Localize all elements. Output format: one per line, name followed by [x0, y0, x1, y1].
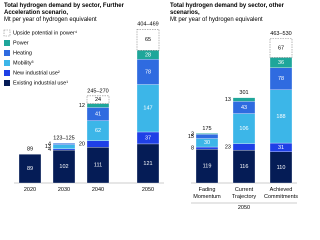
value-label: 62	[95, 128, 101, 134]
value-label: 43	[241, 105, 247, 111]
total-label: 463–530	[270, 31, 291, 37]
value-label: 121	[143, 161, 152, 167]
bar-segment	[195, 134, 219, 139]
total-label: 89	[27, 147, 33, 153]
bar-segment	[195, 146, 219, 150]
legend-swatch	[4, 60, 10, 66]
legend-label: Power	[13, 40, 29, 46]
category-label: Fading Momentum	[193, 187, 221, 200]
value-label: 37	[145, 135, 151, 141]
value-label: 78	[278, 76, 284, 82]
legend-label: New industrial use²	[13, 70, 60, 76]
value-label: 23	[225, 144, 231, 150]
bar-segment	[86, 95, 110, 104]
value-label: 13	[225, 97, 231, 103]
value-label: 13	[45, 144, 51, 150]
value-label: 28	[145, 52, 151, 58]
legend-label: Existing industrial use¹	[13, 80, 68, 86]
value-label: 20	[79, 141, 85, 147]
value-label: 188	[276, 114, 285, 120]
category-label: Achieved Commitments	[264, 187, 298, 200]
chart-subtitle: Mt per year of hydrogen equivalent	[170, 17, 263, 23]
legend-label: Upside potential in power⁴	[13, 29, 78, 36]
value-label: 8	[191, 146, 194, 152]
value-label: 3	[191, 131, 194, 137]
group-label: 2050	[237, 205, 251, 211]
value-label: 36	[278, 60, 284, 66]
chart-title: Total hydrogen demand by sector, other s…	[170, 3, 284, 16]
bar-segment	[52, 148, 76, 151]
bar-segment	[232, 143, 256, 151]
value-label: 89	[27, 166, 33, 172]
legend-swatch	[4, 50, 10, 56]
total-label: 404–469	[137, 22, 158, 28]
bar-segment	[269, 38, 293, 58]
legend-swatch	[4, 80, 10, 86]
legend-swatch	[4, 40, 10, 46]
total-label: 245–270	[87, 88, 108, 94]
category-label: 2040	[91, 187, 105, 193]
bar-segment	[195, 133, 219, 135]
value-label: 15	[188, 134, 194, 140]
value-label: 119	[203, 164, 212, 170]
total-label: 175	[202, 126, 211, 132]
legend-swatch	[3, 29, 11, 37]
chart-subtitle: Mt per year of hydrogen equivalent	[4, 17, 97, 23]
value-label: 116	[240, 164, 249, 170]
value-label: 30	[204, 140, 210, 146]
value-label: 65	[145, 37, 151, 43]
legend-label: Heating	[13, 50, 32, 56]
bar-segment	[52, 143, 76, 145]
legend-swatch	[4, 70, 10, 76]
value-label: 147	[143, 106, 152, 112]
value-label: 31	[278, 145, 284, 151]
value-label: 102	[59, 164, 68, 170]
chart: 89891024134123–1251112062411224245–27012…	[3, 22, 297, 204]
total-label: 123–125	[53, 136, 74, 142]
value-label: 4	[48, 147, 51, 153]
category-label: Current Trajectory	[231, 187, 257, 200]
bar-segment	[86, 103, 110, 108]
value-label: 24	[95, 97, 101, 103]
chart-title: Total hydrogen demand by sector, Further…	[4, 3, 124, 16]
bar-segment	[86, 140, 110, 148]
total-label: 301	[239, 90, 248, 96]
page: 89 89 102 4 13 4 123–125 111 20 62 41 12 24 245–270 12…	[3, 3, 298, 211]
bar-segment	[18, 154, 42, 184]
legend-label: Mobility³	[13, 60, 34, 66]
bar-segment	[136, 28, 160, 51]
value-label: 12	[79, 103, 85, 109]
value-label: 78	[145, 69, 151, 75]
bar-segment	[232, 97, 256, 102]
bar-segment	[52, 144, 76, 149]
value-label: 106	[239, 126, 248, 132]
value-label: 111	[94, 163, 102, 169]
category-label: 2030	[57, 187, 71, 193]
category-label: 2020	[23, 187, 37, 193]
value-label: 110	[277, 165, 286, 171]
value-label: 67	[278, 45, 284, 51]
value-label: 41	[95, 112, 101, 118]
category-label: 2050	[141, 187, 155, 193]
value-label: 4	[48, 141, 51, 147]
